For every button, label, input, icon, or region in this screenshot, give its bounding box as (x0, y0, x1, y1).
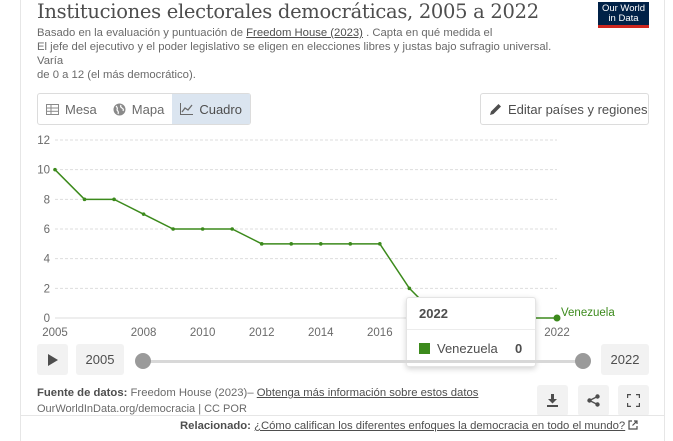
data-point (553, 314, 561, 322)
download-icon (547, 394, 558, 407)
timeline-start-year[interactable]: 2005 (76, 344, 124, 375)
chart-card (20, 0, 665, 441)
y-tick-label: 8 (44, 194, 50, 206)
related-label: Relacionado: (180, 420, 251, 432)
y-tick-label: 2 (44, 283, 50, 295)
axis-layer: 0 2 4 6 8 10 12 2005 2008 2010 2012 2014 2016 2022 (37, 135, 570, 339)
series-line (54, 169, 557, 319)
x-tick-label: 2005 (42, 327, 68, 339)
share-button[interactable] (578, 385, 609, 416)
freedom-house-link[interactable]: Freedom House (2023) (246, 27, 363, 39)
y-tick-label: 10 (37, 165, 50, 177)
timeline-track[interactable] (143, 360, 583, 363)
external-link-icon (628, 420, 638, 430)
source-value: Freedom House (2023)– (130, 387, 254, 399)
data-point (141, 212, 146, 216)
tab-cuadro[interactable]: Cuadro (172, 94, 250, 124)
subtitle-suffix: . Capta en qué medida el (366, 27, 493, 39)
data-point (171, 227, 175, 231)
data-point (407, 286, 412, 291)
y-tick-label: 0 (44, 313, 50, 325)
data-point (318, 242, 323, 246)
source-line: Fuente de datos: Freedom House (2023)– O… (37, 387, 478, 399)
data-point (112, 197, 116, 202)
tab-mapa[interactable]: Mapa (105, 94, 173, 124)
globe-icon (113, 103, 126, 115)
fullscreen-button[interactable] (618, 385, 649, 416)
pencil-icon (490, 103, 501, 115)
data-point (289, 242, 294, 246)
license-line: OurWorldInData.org/democracia | CC POR (37, 403, 247, 415)
timeline-end-year[interactable]: 2022 (601, 344, 649, 375)
x-tick-label: 2010 (190, 327, 216, 339)
tooltip-swatch (419, 343, 430, 354)
tooltip-entity: Venezuela (437, 341, 498, 356)
logo-line-1: Our World (601, 3, 646, 14)
related-line: Relacionado: ¿Cómo califican los diferen… (180, 420, 638, 432)
download-button[interactable] (537, 385, 568, 416)
data-point (230, 227, 234, 231)
data-point (348, 242, 353, 246)
edit-countries-label: Editar países y regiones (508, 101, 648, 117)
x-tick-label: 2022 (544, 327, 570, 339)
tab-mapa-label: Mapa (131, 101, 165, 117)
data-point (259, 242, 264, 246)
source-label: Fuente de datos: (37, 387, 128, 399)
subtitle-line-1: Basado en la evaluación y puntuación de … (37, 26, 492, 40)
play-button[interactable] (37, 344, 68, 375)
y-tick-label: 12 (37, 135, 50, 147)
owid-logo[interactable]: Our World in Data (598, 2, 649, 28)
data-point (82, 197, 87, 202)
tooltip-divider (407, 329, 535, 330)
x-tick-label: 2008 (131, 327, 157, 339)
x-tick-label: 2012 (249, 327, 275, 339)
tab-mesa[interactable]: Mesa (38, 94, 105, 124)
learn-more-link[interactable]: Obtenga más información sobre estos dato… (256, 387, 479, 399)
fullscreen-icon (627, 394, 640, 407)
data-point (200, 227, 205, 231)
share-icon (587, 394, 600, 407)
tab-mesa-label: Mesa (65, 101, 97, 117)
x-tick-label: 2016 (367, 327, 393, 339)
y-tick-label: 4 (44, 254, 51, 266)
series-end-label: Venezuela (561, 307, 615, 319)
play-icon (47, 353, 58, 366)
logo-line-2: in Data (608, 13, 639, 24)
timeline-end-handle[interactable] (575, 353, 591, 369)
line-chart-icon (180, 103, 194, 115)
x-tick-label: 2014 (308, 327, 334, 339)
subtitle-line-2: El jefe del ejecutivo y el poder legisla… (37, 41, 552, 53)
edit-countries-button[interactable]: Editar países y regiones (480, 93, 649, 125)
related-bar (20, 415, 665, 441)
subtitle-line-3: Varía (37, 55, 64, 67)
table-icon (46, 103, 59, 115)
grid-layer (55, 139, 557, 319)
related-link[interactable]: ¿Cómo califican los diferentes enfoques … (254, 420, 626, 432)
y-tick-label: 6 (44, 224, 50, 236)
data-point (53, 167, 57, 172)
data-point (378, 242, 382, 246)
tooltip-year: 2022 (419, 306, 448, 321)
view-tabs: Mesa Mapa Cuadro (37, 93, 251, 125)
tab-cuadro-label: Cuadro (199, 101, 242, 117)
chart-title: Instituciones electorales democráticas, … (37, 0, 539, 23)
data-tooltip: 2022 Venezuela 0 (406, 297, 536, 367)
tooltip-value: 0 (515, 341, 523, 356)
timeline-start-handle[interactable] (135, 353, 151, 369)
subtitle-prefix: Basado en la evaluación y puntuación de (37, 27, 244, 39)
subtitle-line-4: de 0 a 12 (el más democrático). (37, 69, 196, 81)
